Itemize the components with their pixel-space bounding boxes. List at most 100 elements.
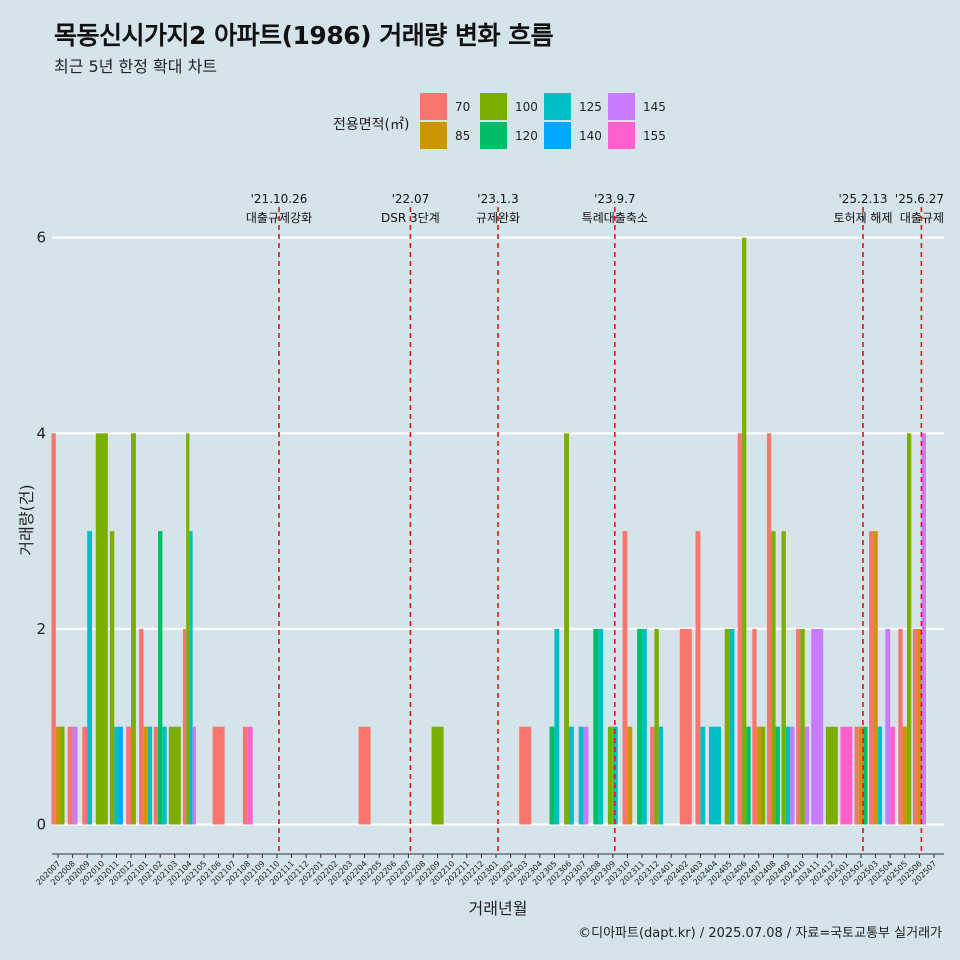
bar-202011-125 <box>114 726 119 825</box>
legend-label: 120 <box>515 129 538 143</box>
bar-202412-100 <box>825 726 838 825</box>
event-date: '23.9.7 <box>594 192 635 206</box>
bar-202312-70 <box>650 726 655 825</box>
bar-202503-70 <box>869 531 874 825</box>
bar-202407-70 <box>752 628 757 825</box>
legend-key-140 <box>544 122 571 149</box>
bar-202408-120 <box>775 726 780 825</box>
bar-202009-125 <box>87 531 93 825</box>
bar-202305-125 <box>554 628 560 825</box>
bar-202405-125 <box>729 628 735 825</box>
bar-202101-125 <box>147 726 153 825</box>
legend-key-100 <box>480 93 507 120</box>
event-label: 특례대출축소 <box>582 211 648 225</box>
bar-202011-100 <box>109 531 115 825</box>
bar-202311-125 <box>642 628 647 825</box>
bar-202406-120 <box>746 726 751 825</box>
bar-202007-85 <box>55 726 61 825</box>
legend-key-70 <box>420 93 447 120</box>
y-tick-label: 2 <box>36 620 46 638</box>
legend-label: 125 <box>579 100 602 114</box>
event-label: DSR 3단계 <box>381 211 440 225</box>
bar-202307-145 <box>583 726 589 825</box>
x-axis-label: 거래년월 <box>469 899 528 918</box>
bar-202409-125 <box>785 726 791 825</box>
event-date: '25.6.27 <box>895 192 944 206</box>
bar-202506-70 <box>912 628 918 825</box>
bar-202102-70 <box>153 726 159 825</box>
y-axis-label: 거래량(건) <box>17 484 36 555</box>
legend-label: 145 <box>643 100 666 114</box>
bar-202501-155 <box>840 726 853 825</box>
bar-202502-120 <box>863 726 868 825</box>
bar-202506-145 <box>921 433 926 825</box>
bar-202409-145 <box>790 726 795 825</box>
bar-202102-125 <box>162 726 167 825</box>
bar-202104-100 <box>186 433 190 825</box>
legend-label: 70 <box>455 100 471 114</box>
bar-202407-85 <box>756 726 761 825</box>
bar-202504-145 <box>885 628 891 825</box>
event-date: '22.07 <box>392 192 430 206</box>
bar-202306-125 <box>569 726 574 825</box>
bar-202312-100 <box>654 628 659 825</box>
bar-202104-125 <box>189 531 193 825</box>
bar-202410-145 <box>804 726 810 825</box>
bar-202308-120 <box>593 628 599 825</box>
bar-202502-85 <box>858 726 864 825</box>
grid-lines <box>52 236 944 826</box>
legend-label: 140 <box>579 129 602 143</box>
bar-202506-85 <box>917 628 922 825</box>
bar-202411-145 <box>811 628 824 825</box>
bar-202408-100 <box>771 531 776 825</box>
bar-202312-125 <box>658 726 664 825</box>
bar-202104-145 <box>192 726 196 825</box>
bar-202101-85 <box>143 726 148 825</box>
bar-202009-70 <box>82 726 88 825</box>
bar-202405-100 <box>724 628 730 825</box>
bars <box>51 237 926 825</box>
bar-202406-100 <box>742 237 747 825</box>
bar-202409-100 <box>781 531 786 825</box>
bar-202305-120 <box>549 726 555 825</box>
bar-202505-100 <box>906 433 912 825</box>
y-tick-label: 4 <box>36 424 46 442</box>
bar-202403-125 <box>700 726 706 825</box>
bar-202310-85 <box>627 726 633 825</box>
event-label: 규제완화 <box>476 211 520 225</box>
legend-label: 100 <box>515 100 538 114</box>
event-label: 토허제 해제 <box>833 211 892 225</box>
y-tick-label: 6 <box>36 229 46 247</box>
event-lines: '21.10.26 대출규제강화 '22.07 DSR 3단계 '23.1.3 규제완화 '… <box>246 192 944 854</box>
bar-202406-70 <box>737 433 743 825</box>
event-date: '21.10.26 <box>251 192 308 206</box>
legend-key-155 <box>608 122 635 149</box>
bar-202404-125 <box>709 726 721 825</box>
bar-202306-100 <box>564 433 569 825</box>
bar-202007-70 <box>51 433 56 825</box>
bar-202104-70 <box>182 628 187 825</box>
legend-title: 전용면적(㎡) <box>333 117 410 133</box>
bar-202311-120 <box>637 628 642 825</box>
bar-202101-70 <box>139 628 144 825</box>
event-label: 대출규제강화 <box>246 211 312 225</box>
bar-202503-85 <box>873 531 878 825</box>
bar-202503-125 <box>877 726 883 825</box>
chart-title: 목동신시가지2 아파트(1986) 거래량 변화 흐름 <box>54 21 554 50</box>
bar-202103-100 <box>168 726 181 825</box>
event-date: '23.1.3 <box>477 192 518 206</box>
legend-key-120 <box>480 122 507 149</box>
bar-202108-70 <box>242 726 248 825</box>
bar-202505-70 <box>898 628 903 825</box>
event-label: 대출규제 <box>900 211 944 225</box>
bar-202008-145 <box>72 726 78 825</box>
bar-202008-70 <box>67 726 73 825</box>
bar-202106-70 <box>212 726 225 825</box>
bar-202303-70 <box>519 726 532 825</box>
bar-202108-155 <box>247 726 253 825</box>
y-axis: 0 2 4 6 <box>36 229 46 834</box>
bar-202504-155 <box>890 726 896 825</box>
bar-202310-70 <box>622 531 628 825</box>
bar-202407-100 <box>760 726 766 825</box>
